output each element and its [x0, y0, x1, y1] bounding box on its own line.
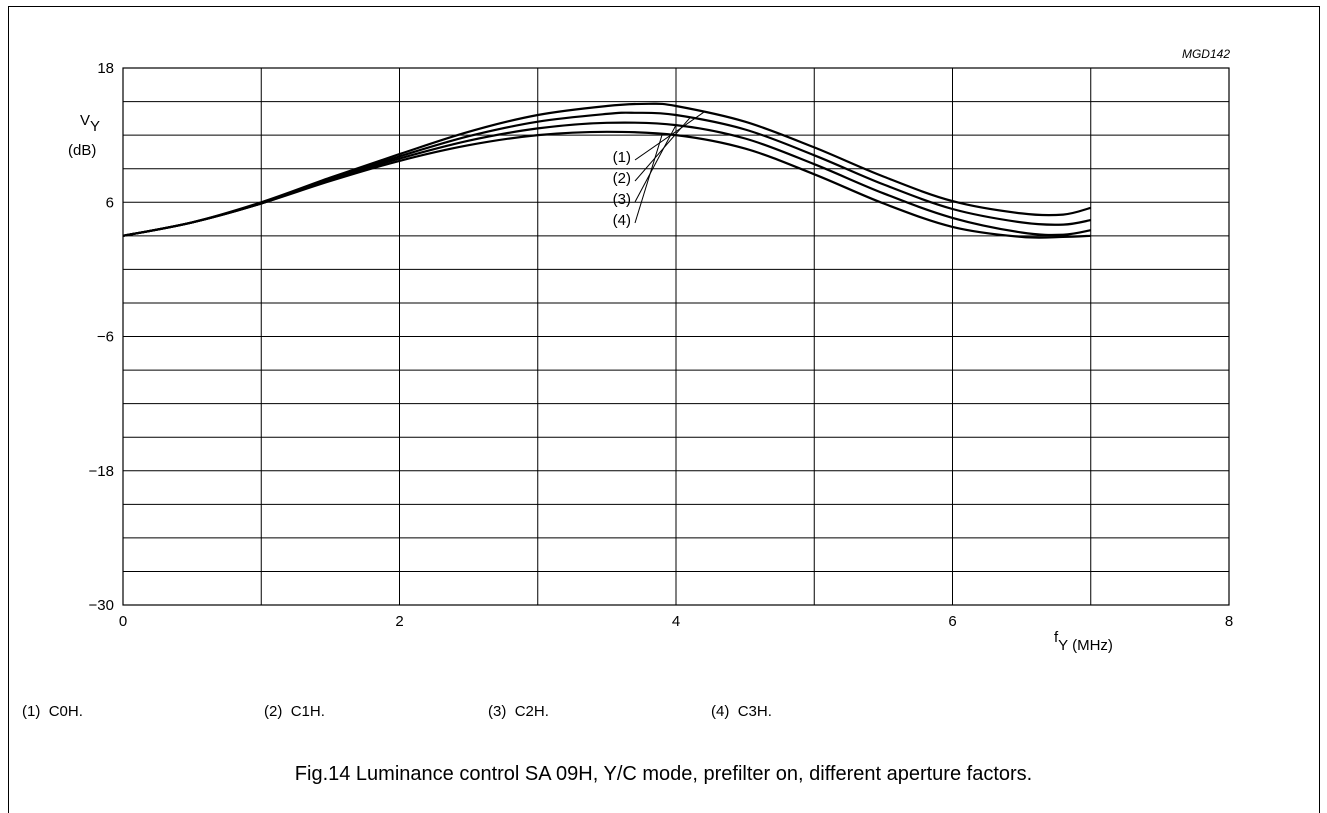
x-tick-label: 4: [672, 613, 680, 630]
y-tick-label: −18: [89, 463, 114, 480]
x-axis-label-main: f: [1054, 629, 1059, 646]
series-line-3: [122, 121, 1091, 237]
figure-frame-top: [8, 6, 1320, 7]
figure-frame-right: [1319, 6, 1320, 813]
y-axis-label-sub: Y: [90, 118, 100, 135]
series-leader-line-2: [634, 117, 691, 182]
y-axis-label-main: V: [80, 112, 90, 129]
legend-key-1: (1): [22, 703, 41, 720]
figure-frame-left: [8, 6, 9, 813]
x-axis-label: fY (MHz): [1054, 629, 1113, 654]
x-tick-label: 0: [119, 613, 127, 630]
x-tick-label: 6: [948, 613, 956, 630]
legend-key-2: (2): [264, 703, 283, 720]
series-line-4: [122, 130, 1091, 239]
legend-label-1: C0H.: [48, 703, 83, 720]
y-tick-label: −6: [97, 329, 114, 346]
legend-item-4: (4) C3H.: [711, 703, 772, 720]
legend-label-4: C3H.: [737, 703, 772, 720]
series-label-2: (2): [613, 170, 631, 187]
y-axis-unit: (dB): [68, 142, 96, 159]
legend-item-1: (1) C0H.: [22, 703, 83, 720]
legend-key-3: (3): [488, 703, 507, 720]
y-tick-label: 18: [97, 60, 114, 77]
plot-area-border: [122, 67, 1230, 606]
series-label-4: (4): [613, 212, 631, 229]
legend-label-3: C2H.: [514, 703, 549, 720]
figure-caption: Fig.14 Luminance control SA 09H, Y/C mod…: [294, 763, 1033, 785]
legend-label-2: C1H.: [290, 703, 325, 720]
grid: [122, 67, 1230, 606]
y-axis-label: VY: [80, 112, 100, 135]
series-label-1: (1): [613, 149, 631, 166]
legend-item-2: (2) C1H.: [264, 703, 325, 720]
x-tick-label: 8: [1225, 613, 1233, 630]
series-leader-line-1: [634, 111, 704, 161]
series-group: [122, 102, 1092, 239]
series-leader-line-4: [634, 134, 663, 224]
x-tick-label: 2: [395, 613, 403, 630]
series-leader-line-3: [634, 124, 677, 203]
axis-text-group: MGD142 VY (dB) fY (MHz) −30 −18 −6 6 18 0 2 4 6 8: [68, 47, 1233, 654]
y-tick-label: 6: [106, 194, 114, 211]
y-tick-label: −30: [89, 597, 114, 614]
figure-id: MGD142: [1182, 47, 1230, 61]
label-group: (1) (2) (3) (4): [613, 111, 704, 229]
series-label-3: (3): [613, 191, 631, 208]
legend-key-4: (4): [711, 703, 730, 720]
legend-item-3: (3) C2H.: [488, 703, 549, 720]
x-axis-label-sub: Y (MHz): [1058, 637, 1113, 654]
